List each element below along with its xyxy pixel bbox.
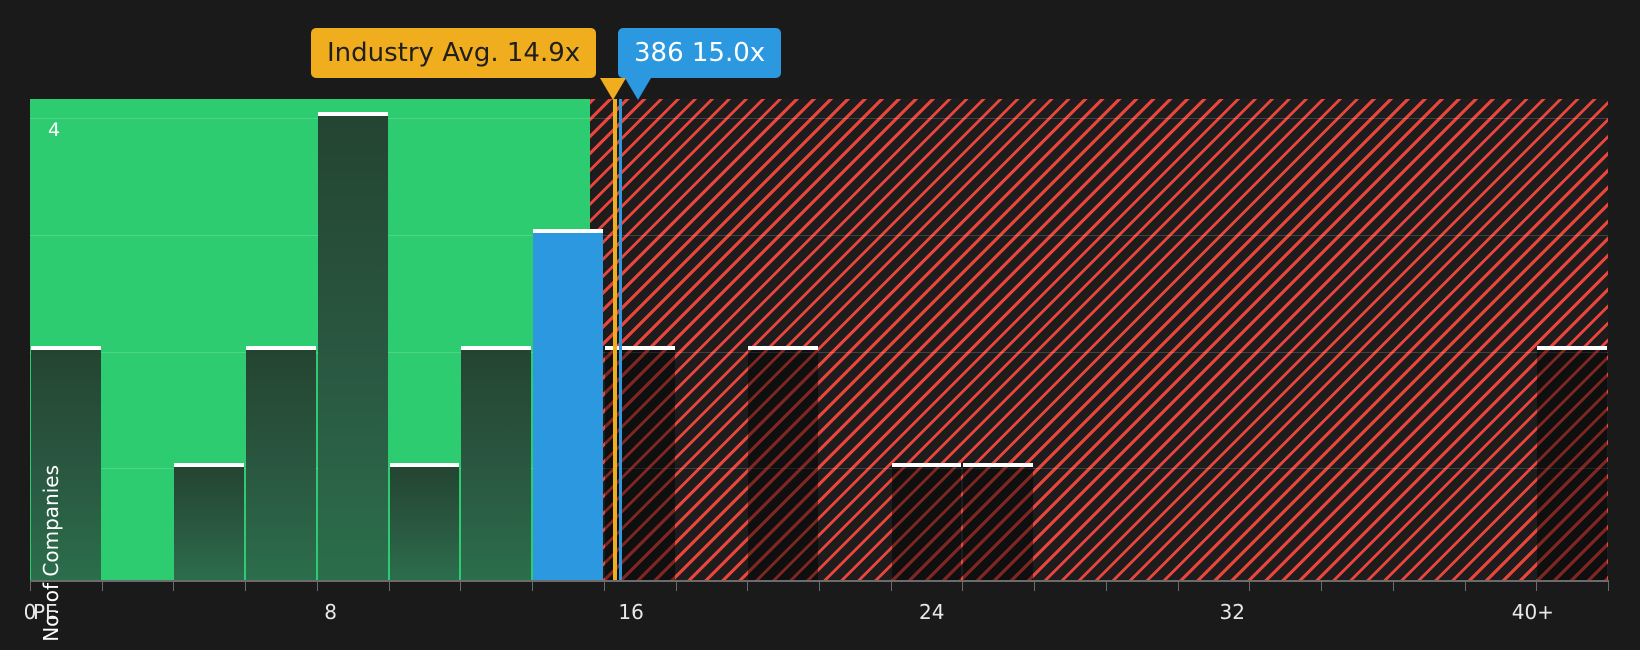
bar-cap: [31, 346, 101, 350]
bar-body: [461, 350, 532, 580]
x-tick: [1105, 580, 1107, 591]
x-tick: [1608, 580, 1609, 591]
x-tick: [890, 580, 892, 591]
bar-6-8[interactable]: [246, 346, 316, 580]
x-axis-label-16: 16: [618, 600, 644, 624]
bar-cap: [533, 229, 603, 233]
bar-body: [317, 116, 388, 580]
x-tick: [1177, 580, 1179, 591]
x-axis-label-32: 32: [1219, 600, 1246, 624]
bar-body: [748, 350, 818, 580]
bar-8-10[interactable]: [317, 112, 388, 580]
x-tick: [245, 580, 247, 591]
bar-cap: [246, 346, 316, 350]
bar-cap: [389, 463, 460, 467]
bar-cap: [461, 346, 532, 350]
x-axis-label-24: 24: [918, 600, 945, 624]
bar-body: [533, 233, 603, 580]
x-tick: [316, 580, 318, 591]
x-tick: [675, 580, 677, 591]
overvalued-zone: [589, 99, 1608, 580]
x-tick: [173, 580, 175, 591]
bar-14-16[interactable]: [533, 229, 603, 580]
bar-cap: [174, 463, 245, 467]
x-tick: [962, 580, 964, 591]
industry-average-callout-label: Industry Avg. 14.9x: [327, 38, 581, 68]
x-tick: [603, 580, 605, 591]
bar-0-2[interactable]: [31, 346, 101, 580]
x-tick: [819, 580, 820, 591]
gridline-3: [30, 235, 1608, 236]
bar-body: [246, 350, 316, 580]
bar-4-6[interactable]: [174, 463, 245, 580]
industry-average-line: [613, 99, 617, 580]
gridline-4: [30, 118, 1608, 119]
industry-average-callout-tail: [600, 78, 626, 100]
company-pe-callout-label: 386 15.0x: [634, 38, 766, 68]
gridline-1: [30, 468, 1608, 469]
company-pe-line: [619, 99, 622, 580]
bar-cap: [317, 112, 388, 116]
bar-body: [31, 350, 101, 580]
bar-cap: [891, 463, 962, 467]
bar-26-28[interactable]: [963, 463, 1034, 580]
bar-24-26[interactable]: [891, 463, 962, 580]
plot-area: [30, 99, 1608, 580]
x-tick: [1464, 580, 1466, 591]
industry-average-callout[interactable]: Industry Avg. 14.9x: [311, 28, 597, 78]
bar-body: [1537, 350, 1607, 580]
x-axis-label-8: 8: [324, 600, 337, 624]
x-tick: [460, 580, 462, 591]
bar-12-14[interactable]: [461, 346, 532, 580]
bar-body: [891, 467, 962, 580]
x-tick: [1536, 580, 1538, 591]
x-tick: [532, 580, 534, 591]
bar-cap: [748, 346, 818, 350]
bar-cap: [604, 346, 675, 350]
company-pe-callout[interactable]: 386 15.0x: [618, 28, 782, 78]
x-tick: [1321, 580, 1323, 591]
bar-20-22[interactable]: [748, 346, 818, 580]
x-tick: [1249, 580, 1251, 591]
x-tick: [388, 580, 390, 591]
x-axis-label-40plus: 40+: [1511, 600, 1554, 624]
bar-body: [389, 467, 460, 580]
x-tick: [30, 580, 31, 591]
x-tick: [101, 580, 103, 591]
bar-10-12[interactable]: [389, 463, 460, 580]
x-axis-title: PE: [33, 600, 58, 624]
x-tick: [747, 580, 749, 591]
bar-42+[interactable]: [1537, 346, 1607, 580]
x-tick: [1034, 580, 1036, 591]
y-tick-label-4: 4: [48, 119, 61, 141]
company-pe-callout-tail: [625, 78, 651, 100]
gridline-2: [30, 352, 1608, 353]
bar-body: [174, 467, 245, 580]
bar-cap: [1537, 346, 1607, 350]
bar-cap: [963, 463, 1034, 467]
bar-body: [963, 467, 1034, 580]
x-axis-label-0: 0: [23, 600, 37, 624]
x-tick: [1392, 580, 1394, 591]
